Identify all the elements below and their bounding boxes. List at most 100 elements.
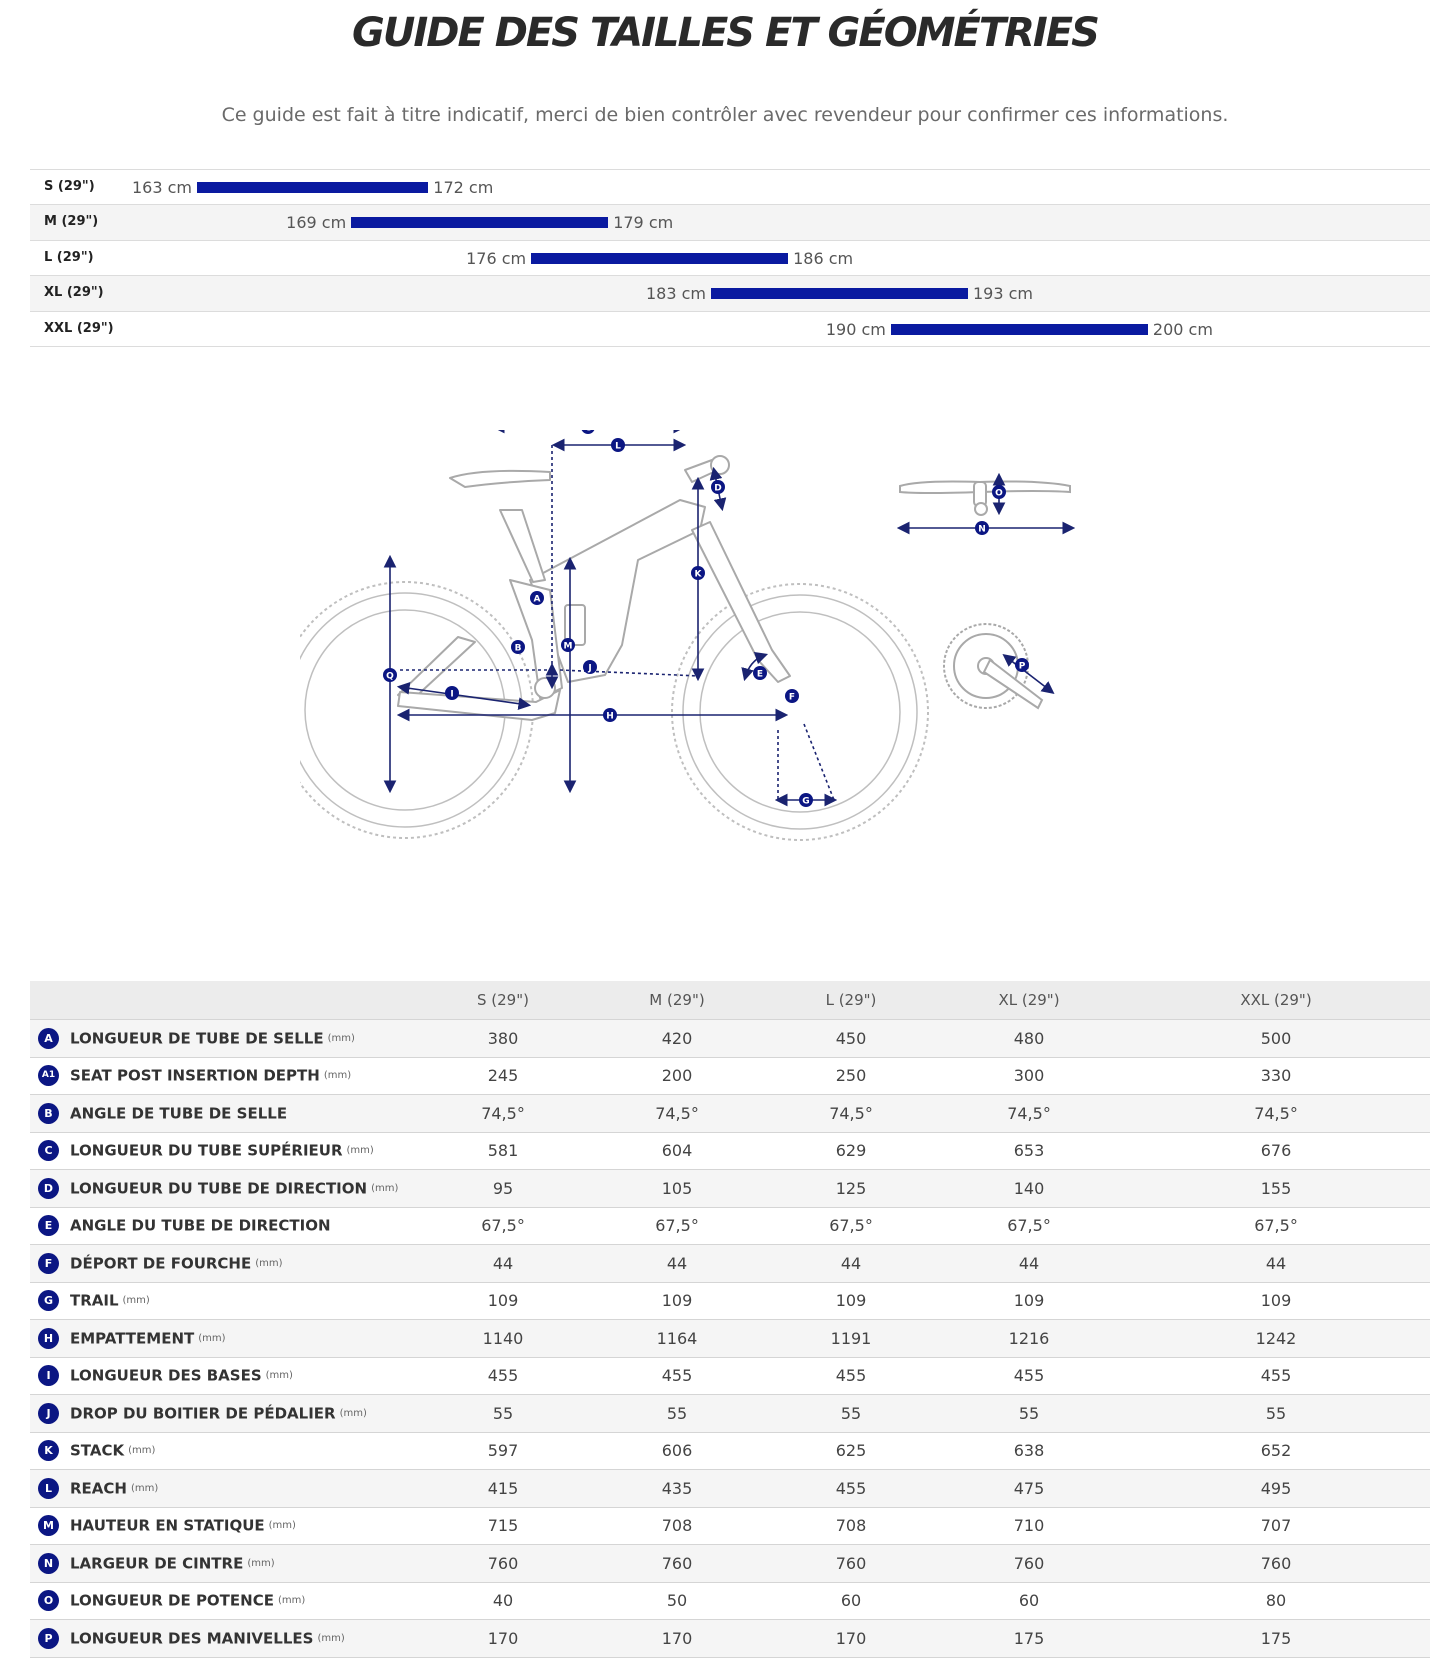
parameter-cell: L REACH (mm): [30, 1469, 418, 1508]
header-size: XXL (29"): [1122, 981, 1430, 1020]
value-cell: 175: [1122, 1619, 1430, 1658]
table-row: M HAUTEUR EN STATIQUE (mm) 715 708 708 710 707: [30, 1507, 1430, 1545]
value-cell: 455: [936, 1357, 1122, 1395]
dimension-markers: A B C D E F G H I J K L M N O P Q: [383, 430, 1029, 807]
size-label: M (29"): [44, 214, 99, 230]
value-cell: 475: [936, 1469, 1122, 1508]
dimension-marker: Q: [383, 668, 397, 682]
parameter-unit: (mm): [255, 1257, 283, 1269]
parameter-name: TRAIL: [70, 1291, 119, 1310]
table-row: J DROP DU BOITIER DE PÉDALIER (mm) 55 55 55 55…: [30, 1394, 1430, 1433]
parameter-cell: E ANGLE DU TUBE DE DIRECTION: [30, 1207, 418, 1245]
parameter-name: LONGUEUR DU TUBE SUPÉRIEUR: [70, 1141, 343, 1160]
parameter-cell: O LONGUEUR DE POTENCE (mm): [30, 1582, 418, 1620]
parameter-cell: A LONGUEUR DE TUBE DE SELLE (mm): [30, 1019, 418, 1058]
table-row: A1 SEAT POST INSERTION DEPTH (mm) 245 200 250…: [30, 1057, 1430, 1095]
size-range: 169 cm 179 cm: [286, 213, 673, 232]
svg-text:C: C: [585, 430, 592, 434]
value-cell: 760: [588, 1544, 766, 1583]
size-range-bar: [531, 252, 789, 264]
value-cell: 653: [936, 1132, 1122, 1170]
value-cell: 676: [1122, 1132, 1430, 1170]
value-cell: 109: [1122, 1282, 1430, 1320]
size-range-bar: [890, 323, 1148, 335]
value-cell: 597: [418, 1432, 588, 1470]
parameter-badge: A1: [38, 1065, 59, 1087]
parameter-badge: M: [38, 1515, 59, 1537]
parameter-badge: E: [38, 1215, 59, 1237]
size-range-min: 190 cm: [825, 319, 886, 339]
parameter-badge: C: [38, 1140, 59, 1162]
value-cell: 625: [766, 1432, 936, 1470]
parameter-badge: H: [38, 1327, 59, 1349]
value-cell: 44: [766, 1244, 936, 1283]
parameter-cell: J DROP DU BOITIER DE PÉDALIER (mm): [30, 1394, 418, 1433]
dimension-marker: J: [583, 660, 597, 674]
parameter-name: STACK: [70, 1441, 125, 1460]
parameter-unit: (mm): [265, 1370, 293, 1382]
parameter-unit: (mm): [268, 1520, 296, 1532]
size-range: 176 cm 186 cm: [466, 249, 853, 268]
value-cell: 708: [588, 1507, 766, 1545]
size-label: XL (29"): [44, 285, 104, 301]
value-cell: 60: [766, 1582, 936, 1620]
parameter-badge: P: [38, 1627, 59, 1649]
parameter-cell: G TRAIL (mm): [30, 1282, 418, 1320]
value-cell: 74,5°: [588, 1094, 766, 1133]
parameter-badge: B: [38, 1102, 59, 1124]
value-cell: 55: [418, 1394, 588, 1433]
dimension-marker: B: [511, 640, 525, 654]
dimension-marker: M: [561, 638, 575, 652]
svg-text:M: M: [564, 642, 573, 652]
value-cell: 455: [766, 1357, 936, 1395]
parameter-badge: F: [38, 1252, 59, 1274]
value-cell: 581: [418, 1132, 588, 1170]
value-cell: 74,5°: [1122, 1094, 1430, 1133]
table-row: K STACK (mm) 597 606 625 638 652: [30, 1432, 1430, 1470]
svg-text:N: N: [978, 525, 986, 535]
size-label: XXL (29"): [44, 320, 114, 336]
size-range-min: 176 cm: [466, 248, 527, 268]
value-cell: 95: [418, 1169, 588, 1208]
svg-text:P: P: [1019, 662, 1026, 672]
value-cell: 109: [588, 1282, 766, 1320]
value-cell: 175: [936, 1619, 1122, 1658]
table-row: F DÉPORT DE FOURCHE (mm) 44 44 44 44 44: [30, 1244, 1430, 1283]
value-cell: 125: [766, 1169, 936, 1208]
size-range-bar: [351, 217, 609, 229]
value-cell: 44: [418, 1244, 588, 1283]
value-cell: 480: [936, 1019, 1122, 1058]
value-cell: 455: [1122, 1357, 1430, 1395]
value-cell: 455: [418, 1357, 588, 1395]
dimension-marker: D: [711, 480, 725, 494]
geometry-table: S (29") M (29") L (29") XL (29") XXL (29…: [30, 981, 1430, 1658]
size-row: M (29") 169 cm 179 cm: [30, 205, 1430, 241]
value-cell: 629: [766, 1132, 936, 1170]
parameter-cell: F DÉPORT DE FOURCHE (mm): [30, 1244, 418, 1283]
page-title: GUIDE DES TAILLES ET GÉOMÉTRIES: [352, 10, 1100, 56]
table-row: D LONGUEUR DU TUBE DE DIRECTION (mm) 95 105 1…: [30, 1169, 1430, 1208]
parameter-cell: H EMPATTEMENT (mm): [30, 1319, 418, 1358]
value-cell: 55: [766, 1394, 936, 1433]
table-row: C LONGUEUR DU TUBE SUPÉRIEUR (mm) 581 604 629…: [30, 1132, 1430, 1170]
size-range-bar: [197, 182, 429, 193]
table-row: N LARGEUR DE CINTRE (mm) 760 760 760 760 760: [30, 1544, 1430, 1583]
parameter-cell: A1 SEAT POST INSERTION DEPTH (mm): [30, 1057, 418, 1095]
size-range-bar: [711, 288, 968, 300]
parameter-name: ANGLE DU TUBE DE DIRECTION: [70, 1216, 331, 1235]
value-cell: 300: [936, 1057, 1122, 1095]
value-cell: 708: [766, 1507, 936, 1545]
value-cell: 44: [588, 1244, 766, 1283]
value-cell: 67,5°: [1122, 1207, 1430, 1245]
value-cell: 415: [418, 1469, 588, 1508]
table-row: P LONGUEUR DES MANIVELLES (mm) 170 170 170 175…: [30, 1619, 1430, 1658]
header-size: L (29"): [766, 981, 936, 1020]
size-label: L (29"): [44, 249, 94, 265]
value-cell: 1164: [588, 1319, 766, 1358]
svg-text:K: K: [695, 570, 703, 580]
svg-text:I: I: [450, 690, 453, 700]
value-cell: 250: [766, 1057, 936, 1095]
parameter-name: ANGLE DE TUBE DE SELLE: [70, 1104, 288, 1123]
parameter-unit: (mm): [198, 1332, 226, 1344]
value-cell: 109: [418, 1282, 588, 1320]
